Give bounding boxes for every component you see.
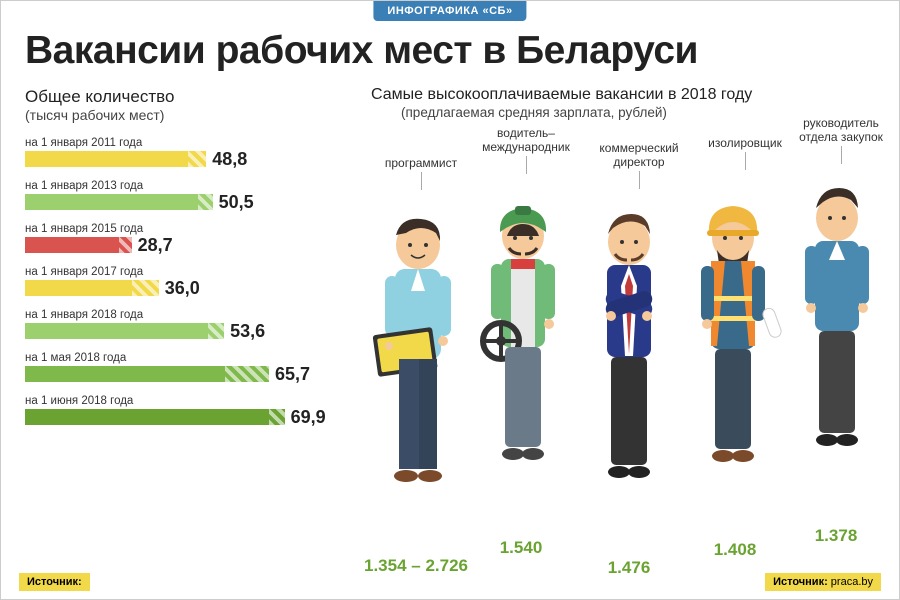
bar-row: на 1 января 2011 года48,8 xyxy=(25,137,345,167)
person-salary: 1.540 xyxy=(500,538,543,558)
person-salary: 1.408 xyxy=(714,540,757,560)
bar-row: на 1 января 2015 года28,7 xyxy=(25,223,345,253)
person-label: изолировщик xyxy=(708,136,782,150)
main-title: Вакансии рабочих мест в Беларуси xyxy=(25,29,698,73)
left-title: Общее количество xyxy=(25,87,345,107)
bar-row: на 1 июня 2018 года69,9 xyxy=(25,395,345,425)
bar-value: 36,0 xyxy=(165,278,200,299)
source-right-label: Источник: xyxy=(773,576,828,588)
bar-chart: на 1 января 2011 года48,8на 1 января 201… xyxy=(25,137,345,425)
bar-label: на 1 января 2011 года xyxy=(25,137,345,149)
bar-fill xyxy=(25,409,285,425)
person-label: руководительотдела закупок xyxy=(799,116,883,144)
bar-value: 65,7 xyxy=(275,364,310,385)
bar-fill xyxy=(25,323,224,339)
person-director xyxy=(579,206,679,546)
bar-label: на 1 января 2018 года xyxy=(25,309,345,321)
bar-row: на 1 января 2017 года36,0 xyxy=(25,266,345,296)
source-left-label: Источник: xyxy=(27,576,82,588)
people-illustration: программист1.354 – 2.726водитель–междуна… xyxy=(361,166,891,566)
person-programmer xyxy=(361,211,476,546)
bar-value: 28,7 xyxy=(138,235,173,256)
left-unit: (тысяч рабочих мест) xyxy=(25,107,345,123)
person-label: водитель–международник xyxy=(482,126,570,154)
bar-value: 48,8 xyxy=(212,149,247,170)
bar-label: на 1 мая 2018 года xyxy=(25,352,345,364)
source-left: Источник: xyxy=(19,573,90,591)
bar-label: на 1 января 2017 года xyxy=(25,266,345,278)
bar-row: на 1 января 2018 года53,6 xyxy=(25,309,345,339)
person-salary: 1.378 xyxy=(815,526,858,546)
bar-value: 53,6 xyxy=(230,321,265,342)
person-label: коммерческийдиректор xyxy=(599,141,678,169)
bar-label: на 1 января 2015 года xyxy=(25,223,345,235)
bar-label: на 1 июня 2018 года xyxy=(25,395,345,407)
source-right: Источник: praca.by xyxy=(765,573,881,591)
source-right-text: praca.by xyxy=(828,576,873,588)
person-insulator xyxy=(681,196,791,531)
bar-fill xyxy=(25,151,206,167)
bar-label: на 1 января 2013 года xyxy=(25,180,345,192)
person-procurement xyxy=(787,178,887,518)
left-column: Общее количество (тысяч рабочих мест) на… xyxy=(25,87,345,425)
person-salary: 1.476 xyxy=(608,558,651,578)
person-salary: 1.354 – 2.726 xyxy=(364,556,468,576)
right-column: Самые высокооплачиваемые вакансии в 2018… xyxy=(371,85,881,120)
bar-fill xyxy=(25,237,132,253)
bar-row: на 1 мая 2018 года65,7 xyxy=(25,352,345,382)
bar-value: 69,9 xyxy=(291,407,326,428)
bar-row: на 1 января 2013 года50,5 xyxy=(25,180,345,210)
person-driver xyxy=(471,196,576,531)
bar-value: 50,5 xyxy=(219,192,254,213)
right-title: Самые высокооплачиваемые вакансии в 2018… xyxy=(371,85,881,105)
bar-fill xyxy=(25,194,213,210)
badge: ИНФОГРАФИКА «СБ» xyxy=(373,1,526,21)
person-label: программист xyxy=(385,156,457,170)
